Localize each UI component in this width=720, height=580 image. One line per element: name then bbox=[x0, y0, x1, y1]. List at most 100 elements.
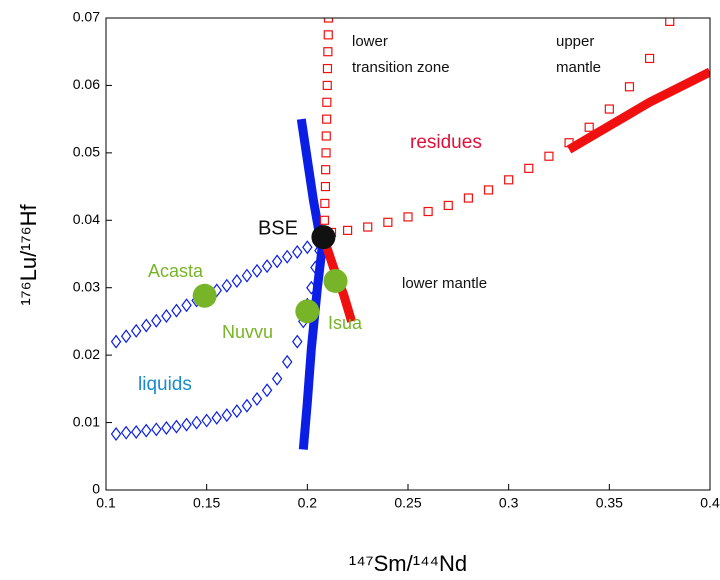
diamond-marker bbox=[141, 318, 152, 333]
x-tick-label: 0.35 bbox=[596, 495, 623, 511]
square-marker bbox=[665, 18, 675, 26]
y-tick-label: 0.02 bbox=[73, 346, 100, 362]
square-marker bbox=[322, 80, 332, 91]
square-marker bbox=[544, 151, 554, 161]
diamond-marker bbox=[151, 422, 162, 437]
square-marker bbox=[604, 104, 614, 114]
y-axis-label: ¹⁷⁶Lu/¹⁷⁶Hf bbox=[16, 203, 41, 305]
y-tick-label: 0.03 bbox=[73, 278, 100, 294]
x-tick-label: 0.3 bbox=[499, 495, 519, 511]
square-marker bbox=[624, 82, 635, 92]
x-axis-label: ¹⁴⁷Sm/¹⁴⁴Nd bbox=[349, 551, 467, 576]
y-tick-label: 0.04 bbox=[73, 211, 100, 227]
diamond-marker bbox=[251, 391, 263, 406]
diamond-marker bbox=[281, 249, 293, 264]
diamond-marker bbox=[130, 425, 142, 440]
annotation: mantle bbox=[556, 59, 601, 76]
square-marker bbox=[343, 225, 353, 235]
diamond-marker bbox=[211, 410, 222, 425]
diamond-marker bbox=[251, 263, 263, 278]
y-tick-label: 0.07 bbox=[73, 9, 100, 25]
diamond-marker bbox=[221, 278, 233, 293]
square-marker bbox=[323, 18, 334, 23]
plot-area bbox=[110, 18, 710, 450]
diamond-marker bbox=[241, 268, 253, 283]
x-tick-label: 0.25 bbox=[394, 495, 421, 511]
point bbox=[295, 299, 320, 324]
square-marker bbox=[443, 200, 453, 211]
square-marker bbox=[322, 114, 332, 124]
annotation: upper bbox=[556, 33, 594, 50]
thick-line bbox=[566, 67, 710, 154]
y-tick-label: 0.01 bbox=[73, 413, 100, 429]
point-label: Nuvvu bbox=[222, 322, 273, 342]
diamond-marker bbox=[302, 240, 313, 255]
square-marker bbox=[584, 122, 594, 132]
point bbox=[192, 283, 217, 308]
x-tick-label: 0.1 bbox=[96, 495, 116, 511]
diamond-marker bbox=[271, 371, 283, 386]
x-tick-label: 0.2 bbox=[298, 495, 318, 511]
diamond-marker bbox=[271, 254, 283, 269]
square-marker bbox=[483, 185, 494, 195]
y-tick-label: 0 bbox=[92, 481, 100, 497]
diamond-marker bbox=[201, 413, 212, 428]
point bbox=[323, 268, 348, 293]
diamond-marker bbox=[110, 427, 122, 442]
diamond-marker bbox=[231, 273, 243, 288]
square-marker bbox=[323, 47, 333, 57]
square-marker bbox=[322, 63, 333, 74]
diamond-marker bbox=[161, 420, 172, 435]
square-marker bbox=[323, 30, 333, 40]
annotation: lower mantle bbox=[402, 275, 487, 292]
diamond-marker bbox=[181, 417, 192, 432]
square-marker bbox=[320, 181, 331, 192]
point-label: Isua bbox=[328, 313, 363, 333]
square-marker bbox=[644, 53, 655, 64]
square-marker bbox=[319, 215, 330, 225]
square-marker bbox=[463, 193, 473, 203]
diamond-marker bbox=[110, 334, 122, 349]
diamond-marker bbox=[292, 244, 303, 259]
square-marker bbox=[321, 131, 331, 141]
diamond-marker bbox=[120, 425, 132, 440]
diamond-marker bbox=[181, 298, 192, 313]
square-marker bbox=[423, 206, 433, 217]
diamond-marker bbox=[241, 398, 253, 413]
square-marker bbox=[321, 165, 331, 175]
x-tick-label: 0.4 bbox=[700, 495, 720, 511]
annotation: residues bbox=[410, 132, 482, 153]
diamond-marker bbox=[171, 303, 182, 318]
point-label: Acasta bbox=[148, 261, 204, 281]
square-marker bbox=[504, 175, 514, 185]
y-tick-label: 0.06 bbox=[73, 76, 100, 92]
y-tick-label: 0.05 bbox=[73, 144, 100, 160]
square-marker bbox=[363, 222, 373, 232]
diamond-marker bbox=[292, 334, 303, 349]
square-marker bbox=[320, 198, 330, 209]
annotation: liquids bbox=[138, 374, 192, 395]
point-label: BSE bbox=[258, 217, 298, 239]
diamond-marker bbox=[171, 419, 182, 434]
diamond-marker bbox=[281, 354, 293, 369]
diamond-marker bbox=[151, 313, 162, 328]
point bbox=[311, 225, 336, 250]
diamond-marker bbox=[130, 323, 142, 338]
diamond-marker bbox=[261, 383, 273, 398]
square-marker bbox=[322, 97, 332, 107]
square-marker bbox=[383, 217, 393, 227]
diamond-marker bbox=[261, 259, 273, 274]
diamond-marker bbox=[141, 423, 152, 438]
diamond-marker bbox=[231, 404, 243, 419]
annotation: transition zone bbox=[352, 59, 450, 76]
square-marker bbox=[403, 212, 413, 222]
x-tick-label: 0.15 bbox=[193, 495, 220, 511]
annotation: lower bbox=[352, 33, 388, 50]
diamond-marker bbox=[221, 408, 233, 423]
diamond-marker bbox=[120, 329, 132, 344]
diamond-marker bbox=[191, 415, 202, 430]
square-marker bbox=[524, 163, 534, 173]
square-marker bbox=[321, 148, 331, 158]
diamond-marker bbox=[161, 309, 172, 324]
